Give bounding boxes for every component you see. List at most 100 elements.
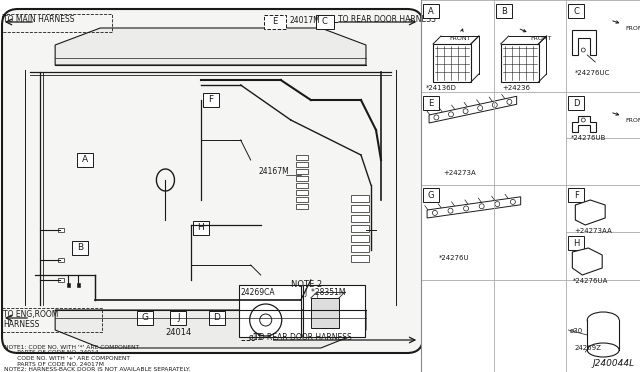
Bar — [568, 236, 584, 250]
Circle shape — [581, 48, 586, 52]
Bar — [58, 228, 64, 232]
Bar — [303, 285, 365, 337]
Text: B: B — [500, 6, 507, 16]
Bar — [296, 183, 308, 188]
Text: TO REAR DOOR HARNESS: TO REAR DOOR HARNESS — [338, 15, 436, 24]
Bar — [311, 298, 339, 328]
Bar — [202, 93, 219, 107]
Bar — [568, 96, 584, 110]
Bar — [496, 4, 511, 18]
Text: B: B — [77, 244, 83, 253]
Circle shape — [463, 206, 468, 211]
Bar — [296, 155, 308, 160]
Text: A: A — [82, 155, 88, 164]
Bar — [209, 311, 225, 325]
Text: FRONT: FRONT — [612, 21, 640, 31]
Text: +24273A: +24273A — [443, 170, 476, 176]
Bar — [58, 258, 64, 262]
Bar — [351, 225, 369, 232]
Polygon shape — [572, 248, 602, 275]
Bar — [296, 204, 308, 209]
Bar — [67, 283, 70, 287]
Circle shape — [510, 199, 515, 204]
Polygon shape — [572, 116, 596, 132]
Text: D: D — [573, 99, 580, 108]
Circle shape — [448, 208, 453, 213]
Bar — [351, 255, 369, 262]
Circle shape — [495, 202, 500, 206]
Bar — [351, 235, 369, 242]
Text: F: F — [208, 96, 213, 105]
Circle shape — [260, 314, 272, 326]
Text: HARNESS: HARNESS — [3, 320, 40, 329]
Text: FRONT: FRONT — [449, 29, 470, 41]
Bar — [77, 283, 80, 287]
Text: A: A — [428, 6, 434, 16]
Bar — [351, 205, 369, 212]
Text: 24167M: 24167M — [259, 167, 289, 176]
Text: E: E — [428, 99, 434, 108]
Circle shape — [250, 304, 282, 336]
Text: NOTE1: CODE NO. WITH '*' ARE COMPONENT: NOTE1: CODE NO. WITH '*' ARE COMPONENT — [4, 345, 139, 350]
Bar — [58, 278, 64, 282]
Text: *24276U: *24276U — [439, 255, 470, 261]
Text: D: D — [213, 314, 220, 323]
Text: PARTS OF CODE NO. 24014: PARTS OF CODE NO. 24014 — [4, 350, 99, 356]
Ellipse shape — [588, 343, 619, 357]
Text: PARTS OF CODE NO. 24017M: PARTS OF CODE NO. 24017M — [4, 362, 104, 366]
Circle shape — [463, 109, 468, 114]
Bar — [423, 188, 439, 202]
Bar — [568, 4, 584, 18]
Text: FRONT: FRONT — [612, 113, 640, 123]
Bar — [500, 44, 538, 82]
Polygon shape — [572, 30, 596, 55]
Bar — [239, 285, 301, 337]
Text: G: G — [428, 190, 435, 199]
Bar — [316, 15, 334, 29]
Polygon shape — [429, 96, 516, 123]
Circle shape — [433, 211, 437, 215]
FancyBboxPatch shape — [2, 9, 423, 353]
Text: C: C — [573, 6, 579, 16]
Text: *24276UA: *24276UA — [572, 278, 608, 284]
Circle shape — [479, 204, 484, 209]
Text: TO MAIN HARNESS: TO MAIN HARNESS — [3, 15, 74, 24]
Text: H: H — [197, 224, 204, 232]
Text: J: J — [177, 314, 180, 323]
Bar — [351, 215, 369, 222]
Circle shape — [449, 112, 454, 117]
Bar — [264, 15, 286, 29]
Text: NOTE 2: NOTE 2 — [291, 280, 322, 289]
Bar — [568, 188, 584, 202]
Bar — [423, 4, 439, 18]
Text: J240044L: J240044L — [593, 359, 635, 368]
Bar — [77, 153, 93, 167]
Text: 24269CA: 24269CA — [241, 288, 275, 297]
Text: TO ENG,ROOM: TO ENG,ROOM — [3, 310, 58, 319]
Text: ø30: ø30 — [570, 328, 582, 334]
Text: 24014: 24014 — [165, 328, 191, 337]
Bar — [2, 14, 112, 32]
Text: CODE NO. WITH '+' ARE COMPONENT: CODE NO. WITH '+' ARE COMPONENT — [4, 356, 130, 361]
Bar — [351, 195, 369, 202]
Text: E: E — [272, 17, 277, 26]
Circle shape — [477, 106, 483, 110]
Text: 24269Z: 24269Z — [574, 345, 602, 351]
Circle shape — [507, 99, 512, 105]
Bar — [296, 169, 308, 174]
Bar — [72, 241, 88, 255]
Text: F: F — [574, 190, 579, 199]
Bar — [296, 162, 308, 167]
Text: *24276UB: *24276UB — [570, 135, 605, 141]
Polygon shape — [575, 200, 605, 225]
Polygon shape — [55, 310, 366, 348]
Bar — [2, 308, 102, 332]
Circle shape — [492, 102, 497, 108]
Text: H: H — [573, 238, 579, 247]
Bar — [351, 245, 369, 252]
Bar — [296, 176, 308, 181]
Ellipse shape — [588, 312, 619, 328]
Text: J  *28351M: J *28351M — [305, 288, 346, 297]
Text: +24273AA: +24273AA — [574, 228, 612, 234]
Bar — [296, 197, 308, 202]
